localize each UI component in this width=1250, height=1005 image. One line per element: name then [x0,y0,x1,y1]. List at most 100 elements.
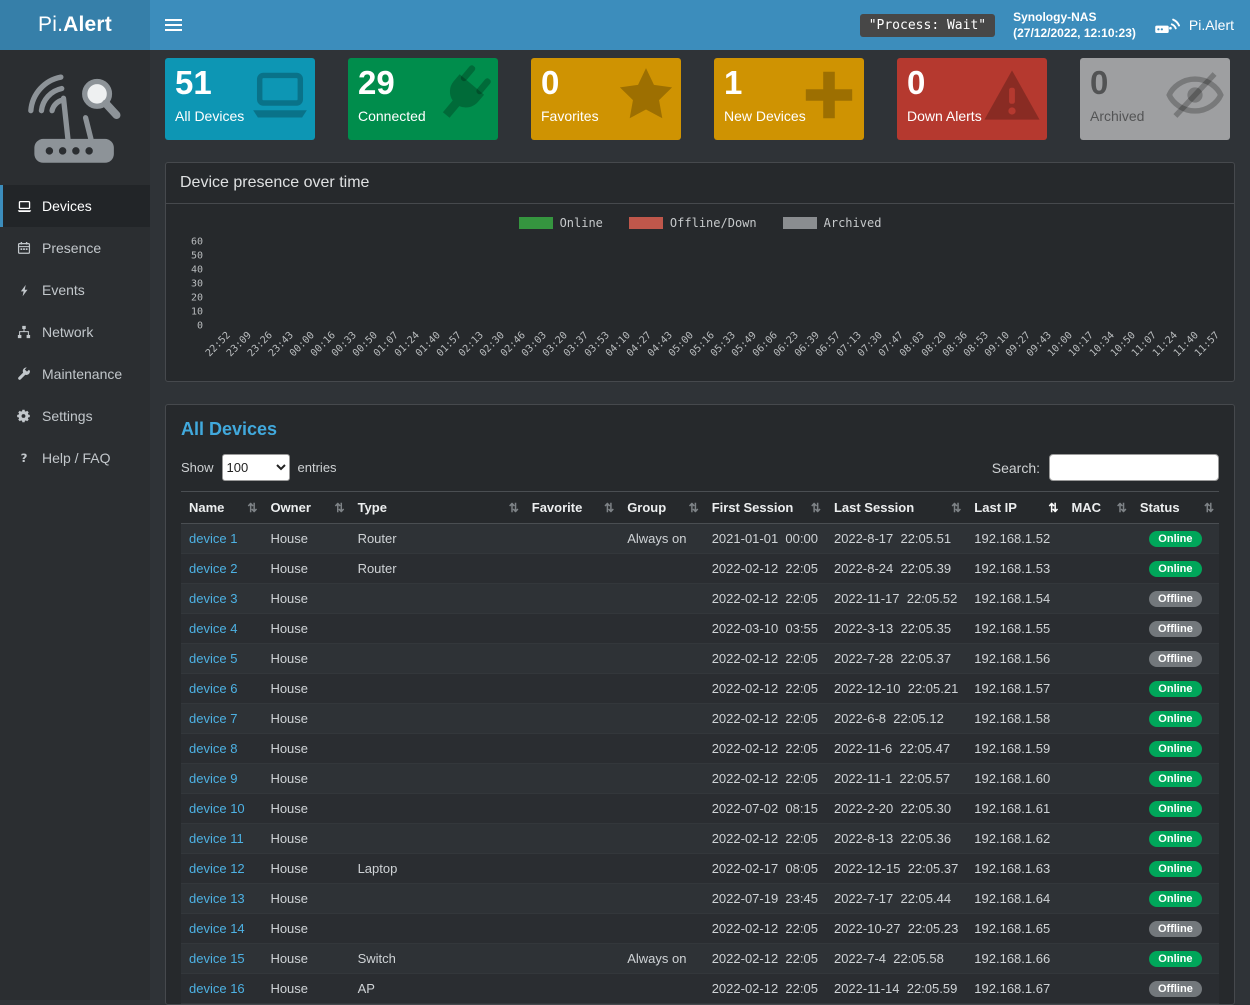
device-link[interactable]: device 13 [189,891,245,906]
sidebar-item-help-faq[interactable]: ?Help / FAQ [0,437,150,479]
device-link[interactable]: device 5 [189,651,237,666]
device-last-session-cell: 2022-8-13 22:05.36 [826,824,966,854]
column-header-name[interactable]: Name⇅ [181,492,262,524]
device-mac-cell [1063,644,1131,674]
y-axis-label: 40 [191,265,203,276]
device-group-cell [619,884,704,914]
legend-label: Offline/Down [670,216,757,230]
account-menu[interactable]: Pi.Alert [1154,15,1234,35]
device-link[interactable]: device 8 [189,741,237,756]
column-header-last-ip[interactable]: Last IP⇅ [966,492,1063,524]
sidebar-item-maintenance[interactable]: Maintenance [0,353,150,395]
search-input[interactable] [1049,454,1219,481]
device-last-ip-cell: 192.168.1.67 [966,974,1063,1004]
sidebar-toggle-button[interactable] [150,0,196,50]
device-link[interactable]: device 2 [189,561,237,576]
device-link[interactable]: device 3 [189,591,237,606]
device-link[interactable]: device 7 [189,711,237,726]
device-owner-cell: House [262,794,349,824]
device-status-cell: Online [1132,854,1219,884]
y-axis-label: 20 [191,293,203,304]
device-link[interactable]: device 14 [189,921,245,936]
entries-select[interactable]: 100 [222,454,290,481]
sidebar-item-settings[interactable]: Settings [0,395,150,437]
sidebar-item-label: Settings [42,408,93,424]
device-status-cell: Offline [1132,974,1219,1004]
device-group-cell [619,704,704,734]
device-link[interactable]: device 9 [189,771,237,786]
column-header-status[interactable]: Status⇅ [1132,492,1219,524]
column-header-last-session[interactable]: Last Session⇅ [826,492,966,524]
column-header-mac[interactable]: MAC⇅ [1063,492,1131,524]
sort-icon: ⇅ [247,501,257,515]
device-link[interactable]: device 12 [189,861,245,876]
sidebar-item-events[interactable]: Events [0,269,150,311]
device-favorite-cell [524,644,619,674]
device-mac-cell [1063,704,1131,734]
column-header-first-session[interactable]: First Session⇅ [704,492,826,524]
device-last-ip-cell: 192.168.1.55 [966,614,1063,644]
sort-icon: ⇅ [604,501,614,515]
device-last-session-cell: 2022-11-17 22:05.52 [826,584,966,614]
device-link[interactable]: device 16 [189,981,245,996]
column-header-owner[interactable]: Owner⇅ [262,492,349,524]
sidebar-item-devices[interactable]: Devices [0,185,150,227]
column-header-type[interactable]: Type⇅ [350,492,524,524]
device-owner-cell: House [262,584,349,614]
device-last-ip-cell: 192.168.1.61 [966,794,1063,824]
legend-item-online: Online [519,216,603,230]
device-owner-cell: House [262,644,349,674]
device-first-session-cell: 2021-01-01 00:00 [704,524,826,554]
column-header-group[interactable]: Group⇅ [619,492,704,524]
device-link[interactable]: device 15 [189,951,245,966]
device-status-cell: Online [1132,794,1219,824]
sidebar-item-network[interactable]: Network [0,311,150,353]
device-group-cell [619,644,704,674]
column-header-label: Last Session [834,500,914,515]
device-group-cell: Always on [619,524,704,554]
device-first-session-cell: 2022-02-12 22:05 [704,554,826,584]
device-owner-cell: House [262,614,349,644]
app-logo[interactable]: Pi.Alert [0,0,150,50]
device-name-cell: device 9 [181,764,262,794]
device-link[interactable]: device 6 [189,681,237,696]
sidebar-item-label: Network [42,324,93,340]
device-link[interactable]: device 10 [189,801,245,816]
device-group-cell [619,914,704,944]
device-last-session-cell: 2022-11-6 22:05.47 [826,734,966,764]
device-mac-cell [1063,794,1131,824]
legend-item-archived: Archived [783,216,882,230]
device-mac-cell [1063,944,1131,974]
device-link[interactable]: device 4 [189,621,237,636]
column-header-favorite[interactable]: Favorite⇅ [524,492,619,524]
legend-swatch [629,217,663,229]
device-link[interactable]: device 1 [189,531,237,546]
sidebar-item-presence[interactable]: Presence [0,227,150,269]
device-link[interactable]: device 11 [189,831,244,846]
device-last-session-cell: 2022-7-28 22:05.37 [826,644,966,674]
device-favorite-cell [524,764,619,794]
